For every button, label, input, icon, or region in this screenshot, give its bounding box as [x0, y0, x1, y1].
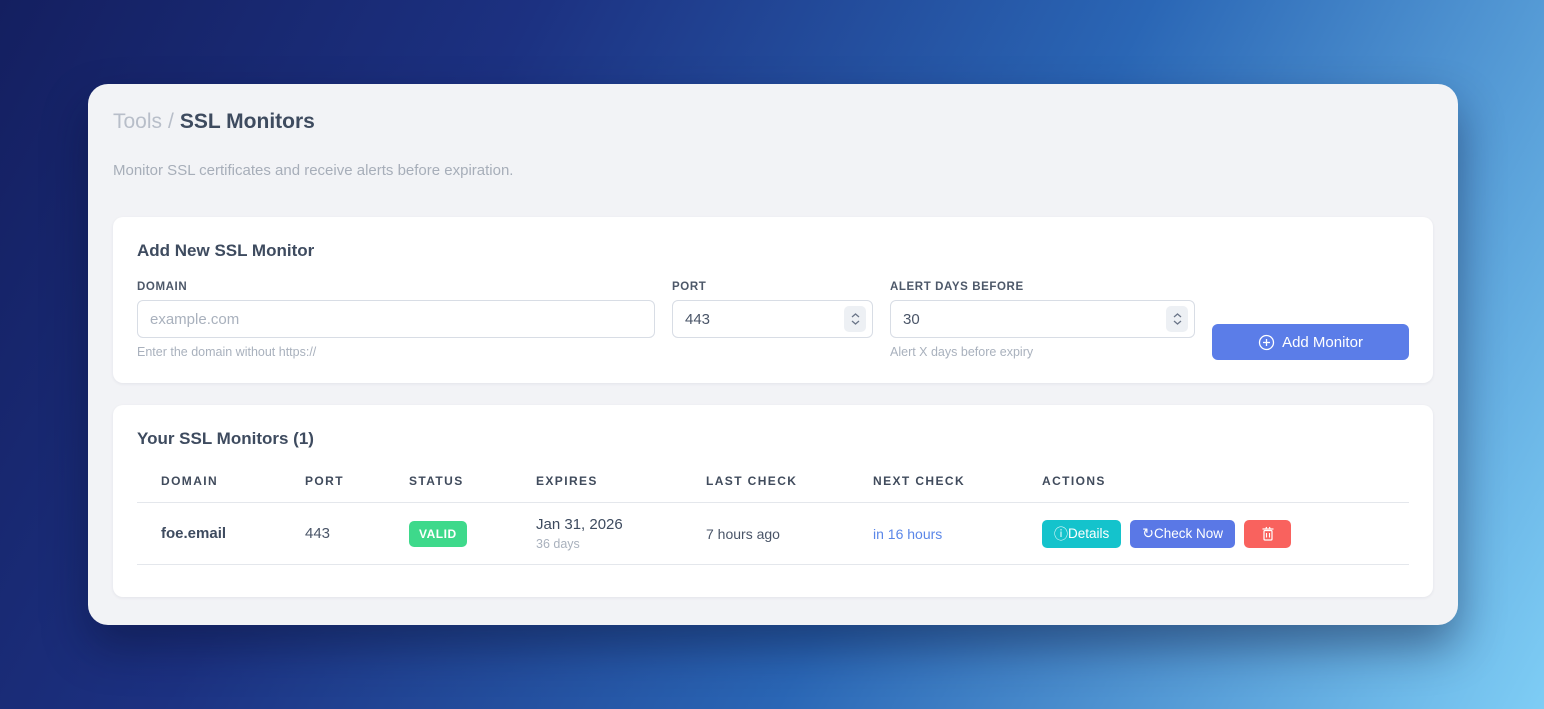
delete-button[interactable] [1244, 519, 1292, 548]
column-header-port: PORT [281, 462, 385, 504]
add-monitor-title: Add New SSL Monitor [137, 241, 315, 261]
chevron-up-icon[interactable] [851, 313, 860, 318]
monitor-port: 443 [281, 502, 385, 566]
domain-hint: Enter the domain without https:// [137, 345, 317, 360]
check-now-button[interactable]: ↻ Check Now [1130, 519, 1236, 548]
details-button-label: Details [1068, 526, 1110, 542]
domain-input[interactable] [137, 300, 655, 339]
domain-label: DOMAIN [137, 281, 188, 294]
chevron-down-icon[interactable] [1173, 320, 1182, 325]
plus-circle-icon [1258, 334, 1275, 350]
refresh-icon: ↻ [1142, 525, 1154, 542]
monitors-title: Your SSL Monitors (1) [137, 429, 314, 449]
status-badge: VALID [409, 520, 467, 547]
details-button[interactable]: ⓘ Details [1042, 519, 1122, 548]
monitor-expires-remaining: 36 days [536, 537, 580, 552]
alert-days-input[interactable] [890, 300, 1195, 339]
add-monitor-card: Add New SSL Monitor DOMAIN Enter the dom… [113, 217, 1433, 384]
table-row: foe.email 443 VALID Jan 31, 2026 36 days… [137, 502, 1409, 566]
page-title: SSL Monitors [179, 110, 315, 133]
column-header-last-check: LAST CHECK [682, 462, 849, 504]
add-monitor-button-wrap: Add Monitor [1212, 281, 1409, 361]
alert-days-stepper[interactable] [1166, 306, 1188, 333]
monitor-next-check: in 16 hours [849, 502, 1018, 566]
monitor-last-check: 7 hours ago [682, 502, 849, 566]
monitors-table: DOMAIN PORT STATUS EXPIRES LAST CHECK NE… [137, 462, 1409, 566]
add-monitor-button-label: Add Monitor [1282, 333, 1363, 351]
breadcrumb-separator: / [168, 110, 174, 133]
check-now-button-label: Check Now [1154, 526, 1224, 542]
alert-days-field-group: ALERT DAYS BEFORE Alert X days before ex… [890, 281, 1195, 359]
column-header-next-check: NEXT CHECK [849, 462, 1018, 504]
add-monitor-button[interactable]: Add Monitor [1212, 324, 1409, 361]
column-header-actions: ACTIONS [1018, 462, 1409, 504]
page-subtitle: Monitor SSL certificates and receive ale… [113, 162, 514, 180]
table-header-row: DOMAIN PORT STATUS EXPIRES LAST CHECK NE… [137, 462, 1409, 504]
monitor-expires-date: Jan 31, 2026 [536, 516, 623, 534]
main-panel: Tools / SSL Monitors Monitor SSL certifica… [88, 84, 1458, 625]
info-icon: ⓘ [1054, 525, 1068, 542]
monitor-domain: foe.email [137, 502, 281, 566]
port-input[interactable] [672, 300, 873, 339]
port-stepper[interactable] [844, 306, 866, 333]
column-header-domain: DOMAIN [137, 462, 281, 504]
row-actions: ⓘ Details ↻ Check Now [1042, 519, 1409, 548]
domain-field-group: DOMAIN Enter the domain without https:// [137, 281, 655, 359]
breadcrumb-tools-link[interactable]: Tools [113, 110, 163, 133]
column-header-status: STATUS [385, 462, 512, 504]
breadcrumb: Tools / SSL Monitors [113, 110, 1433, 134]
alert-days-label: ALERT DAYS BEFORE [890, 281, 1024, 294]
port-field-group: PORT [672, 281, 873, 339]
alert-days-hint: Alert X days before expiry [890, 345, 1034, 360]
port-label: PORT [672, 281, 707, 294]
chevron-up-icon[interactable] [1173, 313, 1182, 318]
chevron-down-icon[interactable] [851, 320, 860, 325]
monitors-card: Your SSL Monitors (1) DOMAIN PORT STATUS… [113, 405, 1433, 598]
add-monitor-form: DOMAIN Enter the domain without https://… [137, 281, 1409, 361]
column-header-expires: EXPIRES [512, 462, 682, 504]
trash-icon [1262, 526, 1274, 541]
